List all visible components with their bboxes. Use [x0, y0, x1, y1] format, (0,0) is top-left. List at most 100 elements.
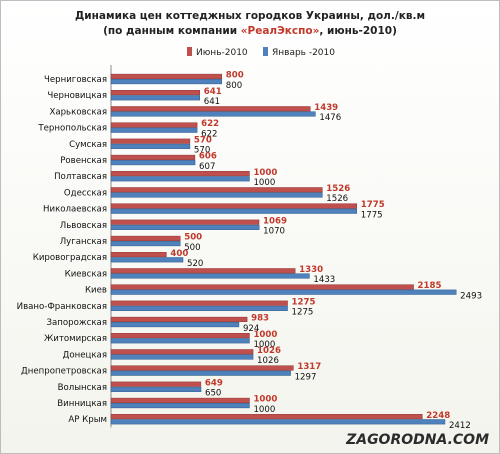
legend-swatch-january [263, 47, 268, 56]
bar-june-2010 [110, 333, 250, 339]
value-label-june: 1069 [263, 216, 287, 226]
bar-june-2010 [110, 365, 294, 371]
bar-june-2010 [110, 90, 201, 96]
watermark: ZAGORODNA.COM [345, 432, 489, 448]
category-label: Львовская [60, 221, 107, 231]
bar-january-2010 [110, 224, 260, 230]
value-label-june: 1000 [253, 168, 277, 178]
value-label-january: 520 [187, 259, 203, 269]
category-label: Винницкая [57, 399, 107, 409]
bar-june-2010 [110, 284, 414, 290]
bar-january-2010 [110, 160, 196, 166]
value-label-january: 2412 [449, 421, 471, 431]
bar-january-2010 [110, 419, 446, 425]
bar-june-2010 [110, 187, 323, 193]
value-label-january: 1476 [319, 113, 341, 123]
bar-june-2010 [110, 252, 167, 258]
category-label: Черниговская [44, 75, 107, 85]
category-label: Волынская [58, 383, 107, 393]
category-label: АР Крым [68, 415, 107, 425]
bar-january-2010 [110, 354, 254, 360]
bar-january-2010 [110, 143, 191, 149]
value-label-january: 1275 [292, 308, 314, 318]
bar-june-2010 [110, 138, 191, 144]
category-label: Полтавская [54, 172, 107, 182]
bar-june-2010 [110, 268, 296, 274]
bar-january-2010 [110, 305, 288, 311]
bar-january-2010 [110, 176, 250, 182]
bar-june-2010 [110, 414, 423, 420]
bar-january-2010 [110, 273, 310, 279]
category-label: Харьковская [49, 107, 107, 117]
category-label: Сумская [69, 140, 107, 150]
value-label-january: 622 [201, 129, 217, 139]
bar-january-2010 [110, 338, 250, 344]
category-label: Донецкая [63, 350, 107, 360]
bar-june-2010 [110, 106, 311, 112]
value-label-june: 1526 [326, 184, 350, 194]
value-label-january: 800 [226, 81, 242, 91]
bar-june-2010 [110, 381, 202, 387]
category-label: Ивано-Франковская [17, 302, 107, 312]
chart-title-company: «РеалЭкспо» [241, 25, 320, 37]
value-label-january: 924 [243, 324, 259, 334]
bar-june-2010 [110, 349, 254, 355]
category-label: Луганская [60, 237, 107, 247]
value-label-june: 1330 [299, 265, 323, 275]
value-label-june: 622 [201, 119, 219, 129]
value-label-june: 400 [170, 249, 188, 259]
category-label: Кировоградская [33, 253, 107, 263]
value-label-january: 1526 [326, 194, 348, 204]
bar-january-2010 [110, 322, 240, 328]
category-label: Днепропетровская [21, 367, 107, 377]
bar-january-2010 [110, 257, 184, 263]
bar-january-2010 [110, 208, 358, 214]
value-label-june: 500 [184, 233, 202, 243]
value-label-june: 1317 [297, 362, 321, 372]
value-label-january: 641 [204, 97, 220, 107]
value-label-june: 606 [199, 152, 217, 162]
category-label: Тернопольская [37, 124, 107, 134]
bar-january-2010 [110, 370, 291, 376]
bar-january-2010 [110, 95, 201, 101]
value-label-january: 2493 [460, 291, 482, 301]
chart-title-line1: Динамика цен коттеджных городков Украины… [75, 10, 425, 22]
bar-january-2010 [110, 241, 181, 247]
bar-january-2010 [110, 386, 202, 392]
chart-title-line2: (по данным компании «РеалЭкспо», июнь-20… [103, 25, 397, 37]
legend: Июнь-2010 Январь -2010 [187, 47, 335, 58]
value-label-june: 2248 [426, 411, 450, 421]
category-label: Черновицкая [47, 91, 107, 101]
bar-january-2010 [110, 111, 316, 117]
category-label: Житомирская [44, 334, 107, 344]
value-label-june: 1439 [314, 103, 338, 113]
bar-june-2010 [110, 300, 288, 306]
value-label-january: 1775 [361, 210, 383, 220]
bar-january-2010 [110, 127, 198, 133]
value-label-january: 1000 [253, 178, 275, 188]
value-label-june: 1000 [253, 395, 277, 405]
bar-january-2010 [110, 403, 250, 409]
bar-january-2010 [110, 79, 223, 85]
bar-june-2010 [110, 235, 181, 241]
value-label-june: 570 [194, 135, 212, 145]
value-label-june: 800 [226, 71, 244, 81]
